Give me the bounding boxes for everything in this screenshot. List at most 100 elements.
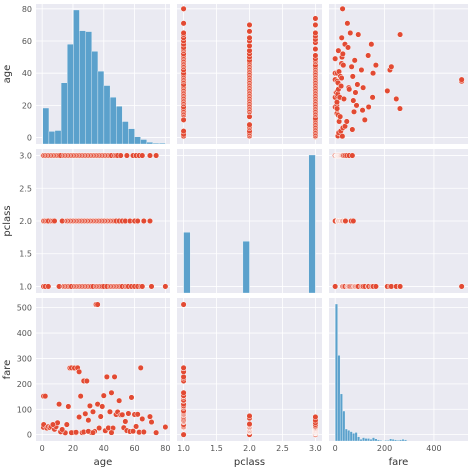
histogram-bar [140,139,147,145]
scatter-point [246,28,253,35]
y-tick-label-age: 60 [22,37,32,46]
histogram-bar [73,9,80,145]
histogram-bar [103,85,111,145]
scatter-point [312,29,319,37]
histogram-bar [339,393,343,442]
scatter-point [458,283,465,290]
scatter-point [332,283,339,290]
scatter-point [369,94,376,101]
scatter-point [365,103,372,111]
y-tick-label-pclass: 2.0 [19,217,32,226]
x-axis-label-age: age [94,457,113,468]
scatter-point [97,413,104,420]
scatter-point [458,76,465,83]
histogram-bar [122,121,129,145]
panel-background [329,298,468,441]
histogram-bar [242,241,250,294]
scatter-fare-vs-age [332,5,465,140]
scatter-point [246,21,253,28]
scatter-point [122,418,129,425]
scatter-point [129,428,137,435]
histogram-bar [372,437,375,442]
scatter-point [108,389,115,396]
scatter-point [340,62,347,69]
x-axis-label-fare: fare [389,457,409,468]
scatter-point [119,411,126,418]
scatter-point [388,63,395,70]
scatter-point [111,373,118,380]
scatter-point [82,410,89,417]
histogram-bar [146,142,154,145]
scatter-point [76,368,83,375]
scatter-point [349,152,356,159]
scatter-point [134,217,141,225]
scatter-age-vs-pclass [39,152,169,290]
scatter-point [51,217,58,225]
scatter-point [125,410,132,417]
scatter-point [162,423,169,431]
scatter-point [332,55,339,62]
scatter-point [358,66,365,74]
histogram-bar [91,51,99,145]
scatter-point [312,52,319,59]
scatter-age-vs-fare [40,301,169,436]
scatter-point [180,128,187,135]
x-tick-label-age: 80 [160,444,170,453]
scatter-point [396,105,404,112]
scatter-point [338,74,345,82]
y-tick-label-pclass: 1.0 [19,282,32,291]
scatter-point [361,116,368,123]
scatter-point [368,41,375,48]
histogram-age [42,9,166,145]
x-tick-label-fare: 200 [377,444,392,453]
scatter-point [65,403,72,410]
scatter-point [353,102,360,109]
y-tick-label-age: 40 [22,69,32,78]
scatter-point [349,73,356,80]
scatter-point [99,403,106,410]
histogram-bar [48,131,56,145]
x-tick-label-pclass: 1.0 [177,444,190,453]
histogram-bar [308,154,316,294]
scatter-point [350,108,358,115]
histogram-fare [335,303,407,442]
y-tick-label-fare: 200 [17,380,32,389]
scatter-point [103,373,110,380]
scatter-point [333,99,341,106]
scatter-point [354,81,361,88]
scatter-point [350,97,357,104]
scatter-point [338,34,345,41]
y-tick-label-fare: 300 [17,354,32,363]
histogram-bar [367,438,370,442]
scatter-point [137,364,144,371]
histogram-bar [60,82,68,145]
scatter-point [180,29,187,37]
scatter-point [106,408,113,415]
scatter-point [89,429,97,436]
scatter-point [312,15,319,22]
histogram-bar [183,232,191,294]
scatter-pclass-vs-age [180,5,319,140]
scatter-point [117,152,124,159]
scatter-point [77,393,84,400]
scatter-point [123,152,130,159]
scatter-point [350,217,357,225]
histogram-bar [391,439,395,442]
scatter-point [100,392,107,399]
scatter-point [339,133,346,140]
y-tick-label-pclass: 2.5 [19,184,32,193]
histogram-bar [344,428,348,442]
histogram-bar [152,142,160,145]
scatter-point [153,429,160,436]
histogram-bar [379,439,383,442]
scatter-point [384,87,391,94]
scatter-point [180,364,187,371]
y-tick-label-fare: 0 [27,431,32,440]
scatter-point [146,152,154,159]
scatter-point [96,424,103,432]
y-tick-label-pclass: 3.0 [19,152,32,161]
histogram-bar [79,30,86,145]
y-tick-label-pclass: 1.5 [19,250,32,259]
histogram-bar [376,439,380,442]
